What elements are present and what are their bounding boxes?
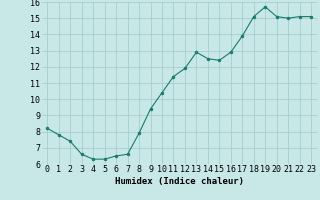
X-axis label: Humidex (Indice chaleur): Humidex (Indice chaleur) — [115, 177, 244, 186]
